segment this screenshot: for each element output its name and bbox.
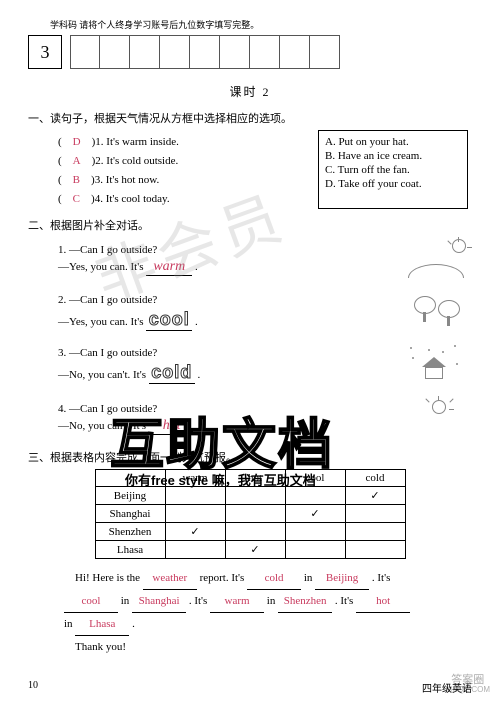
weather-table: warm hot cool cold Beijing ✓ Shanghai ✓ … <box>95 469 406 559</box>
fill-blank: weather <box>143 567 197 590</box>
city-cell: Shanghai <box>95 505 165 523</box>
mark-cell <box>165 487 225 505</box>
mark-cell <box>225 523 285 541</box>
mark-cell <box>225 505 285 523</box>
mark-cell: ✓ <box>345 487 405 505</box>
fill-blank: Shanghai <box>132 590 186 613</box>
answer-word: cool <box>149 309 190 329</box>
dialogue-item: 3. —Can I go outside? —No, you can't. It… <box>58 343 472 388</box>
fill-blank: warm <box>210 590 264 613</box>
table-header <box>95 470 165 487</box>
fill-blank: cold <box>247 567 301 590</box>
section-1-sentences: ( D )1. It's warm inside. ( A )2. It's c… <box>28 130 318 209</box>
fill-blank: Shenzhen <box>278 590 332 613</box>
city-cell: Beijing <box>95 487 165 505</box>
page-number: 10 <box>28 680 38 695</box>
table-row: Shanghai ✓ <box>95 505 405 523</box>
mark-cell <box>345 541 405 559</box>
id-cell[interactable] <box>190 35 220 69</box>
book-label: 四年级英语 <box>422 680 472 695</box>
weather-picture-hot <box>402 396 472 441</box>
table-row: Beijing ✓ <box>95 487 405 505</box>
option-item: C. Turn off the fan. <box>325 164 461 176</box>
option-item: B. Have an ice cream. <box>325 150 461 162</box>
sentence-row: ( A )2. It's cold outside. <box>58 152 318 168</box>
fill-blank: cool <box>64 590 118 613</box>
table-row: Shenzhen ✓ <box>95 523 405 541</box>
mark-cell <box>225 487 285 505</box>
id-cell[interactable] <box>130 35 160 69</box>
id-cell[interactable] <box>220 35 250 69</box>
id-cell[interactable] <box>160 35 190 69</box>
answer-word: cold <box>151 362 192 382</box>
id-cell[interactable] <box>280 35 310 69</box>
answer-letter: A <box>73 155 81 167</box>
weather-picture-sunny <box>402 237 472 282</box>
options-box: A. Put on your hat. B. Have an ice cream… <box>318 130 468 209</box>
fill-blank: hot <box>356 590 410 613</box>
id-cell[interactable] <box>70 35 100 69</box>
section-2-heading: 二、根据图片补全对话。 <box>28 217 472 233</box>
answer-letter: D <box>73 136 81 148</box>
weather-picture-cool <box>402 290 472 335</box>
mark-cell: ✓ <box>165 523 225 541</box>
top-note: 学科码 请将个人终身学习账号后九位数字填写完整。 <box>50 18 472 31</box>
mark-cell <box>285 487 345 505</box>
mark-cell <box>345 505 405 523</box>
option-item: A. Put on your hat. <box>325 136 461 148</box>
id-cell[interactable] <box>100 35 130 69</box>
mark-cell <box>285 523 345 541</box>
sentence-row: ( C )4. It's cool today. <box>58 190 318 206</box>
dialogue-item: 4. —Can I go outside? —No, you can't. It… <box>58 396 472 441</box>
mark-cell <box>165 541 225 559</box>
student-id-cells <box>70 35 340 69</box>
answer-letter: B <box>73 174 80 186</box>
table-header: warm <box>165 470 225 487</box>
answer-word: warm <box>153 259 185 274</box>
option-item: D. Take off your coat. <box>325 178 461 190</box>
table-header-row: warm hot cool cold <box>95 470 405 487</box>
sentence-row: ( D )1. It's warm inside. <box>58 133 318 149</box>
mark-cell: ✓ <box>285 505 345 523</box>
table-header: hot <box>225 470 285 487</box>
table-header: cold <box>345 470 405 487</box>
weather-picture-snow <box>402 343 472 388</box>
weather-report-paragraph: Hi! Here is the weather report. It's col… <box>28 567 472 658</box>
id-cell[interactable] <box>310 35 340 69</box>
section-3-heading: 三、根据表格内容完成下面一则天气预报。 <box>28 449 472 465</box>
page-footer: 10 四年级英语 <box>28 680 472 695</box>
fill-blank: Lhasa <box>75 613 129 636</box>
code-row: 3 <box>28 35 472 69</box>
subject-code-box: 3 <box>28 35 62 69</box>
dialogue-item: 2. —Can I go outside? —Yes, you can. It'… <box>58 290 472 335</box>
fill-blank: Beijing <box>315 567 369 590</box>
sentence-row: ( B )3. It's hot now. <box>58 171 318 187</box>
city-cell: Lhasa <box>95 541 165 559</box>
city-cell: Shenzhen <box>95 523 165 541</box>
table-row: Lhasa ✓ <box>95 541 405 559</box>
answer-letter: C <box>73 193 80 205</box>
mark-cell: ✓ <box>225 541 285 559</box>
section-1-heading: 一、读句子，根据天气情况从方框中选择相应的选项。 <box>28 110 472 126</box>
mark-cell <box>345 523 405 541</box>
table-header: cool <box>285 470 345 487</box>
id-cell[interactable] <box>250 35 280 69</box>
dialogue-item: 1. —Can I go outside? —Yes, you can. It'… <box>58 237 472 282</box>
lesson-title: 课时 2 <box>28 83 472 100</box>
answer-word: hot <box>163 418 181 433</box>
mark-cell <box>285 541 345 559</box>
mark-cell <box>165 505 225 523</box>
